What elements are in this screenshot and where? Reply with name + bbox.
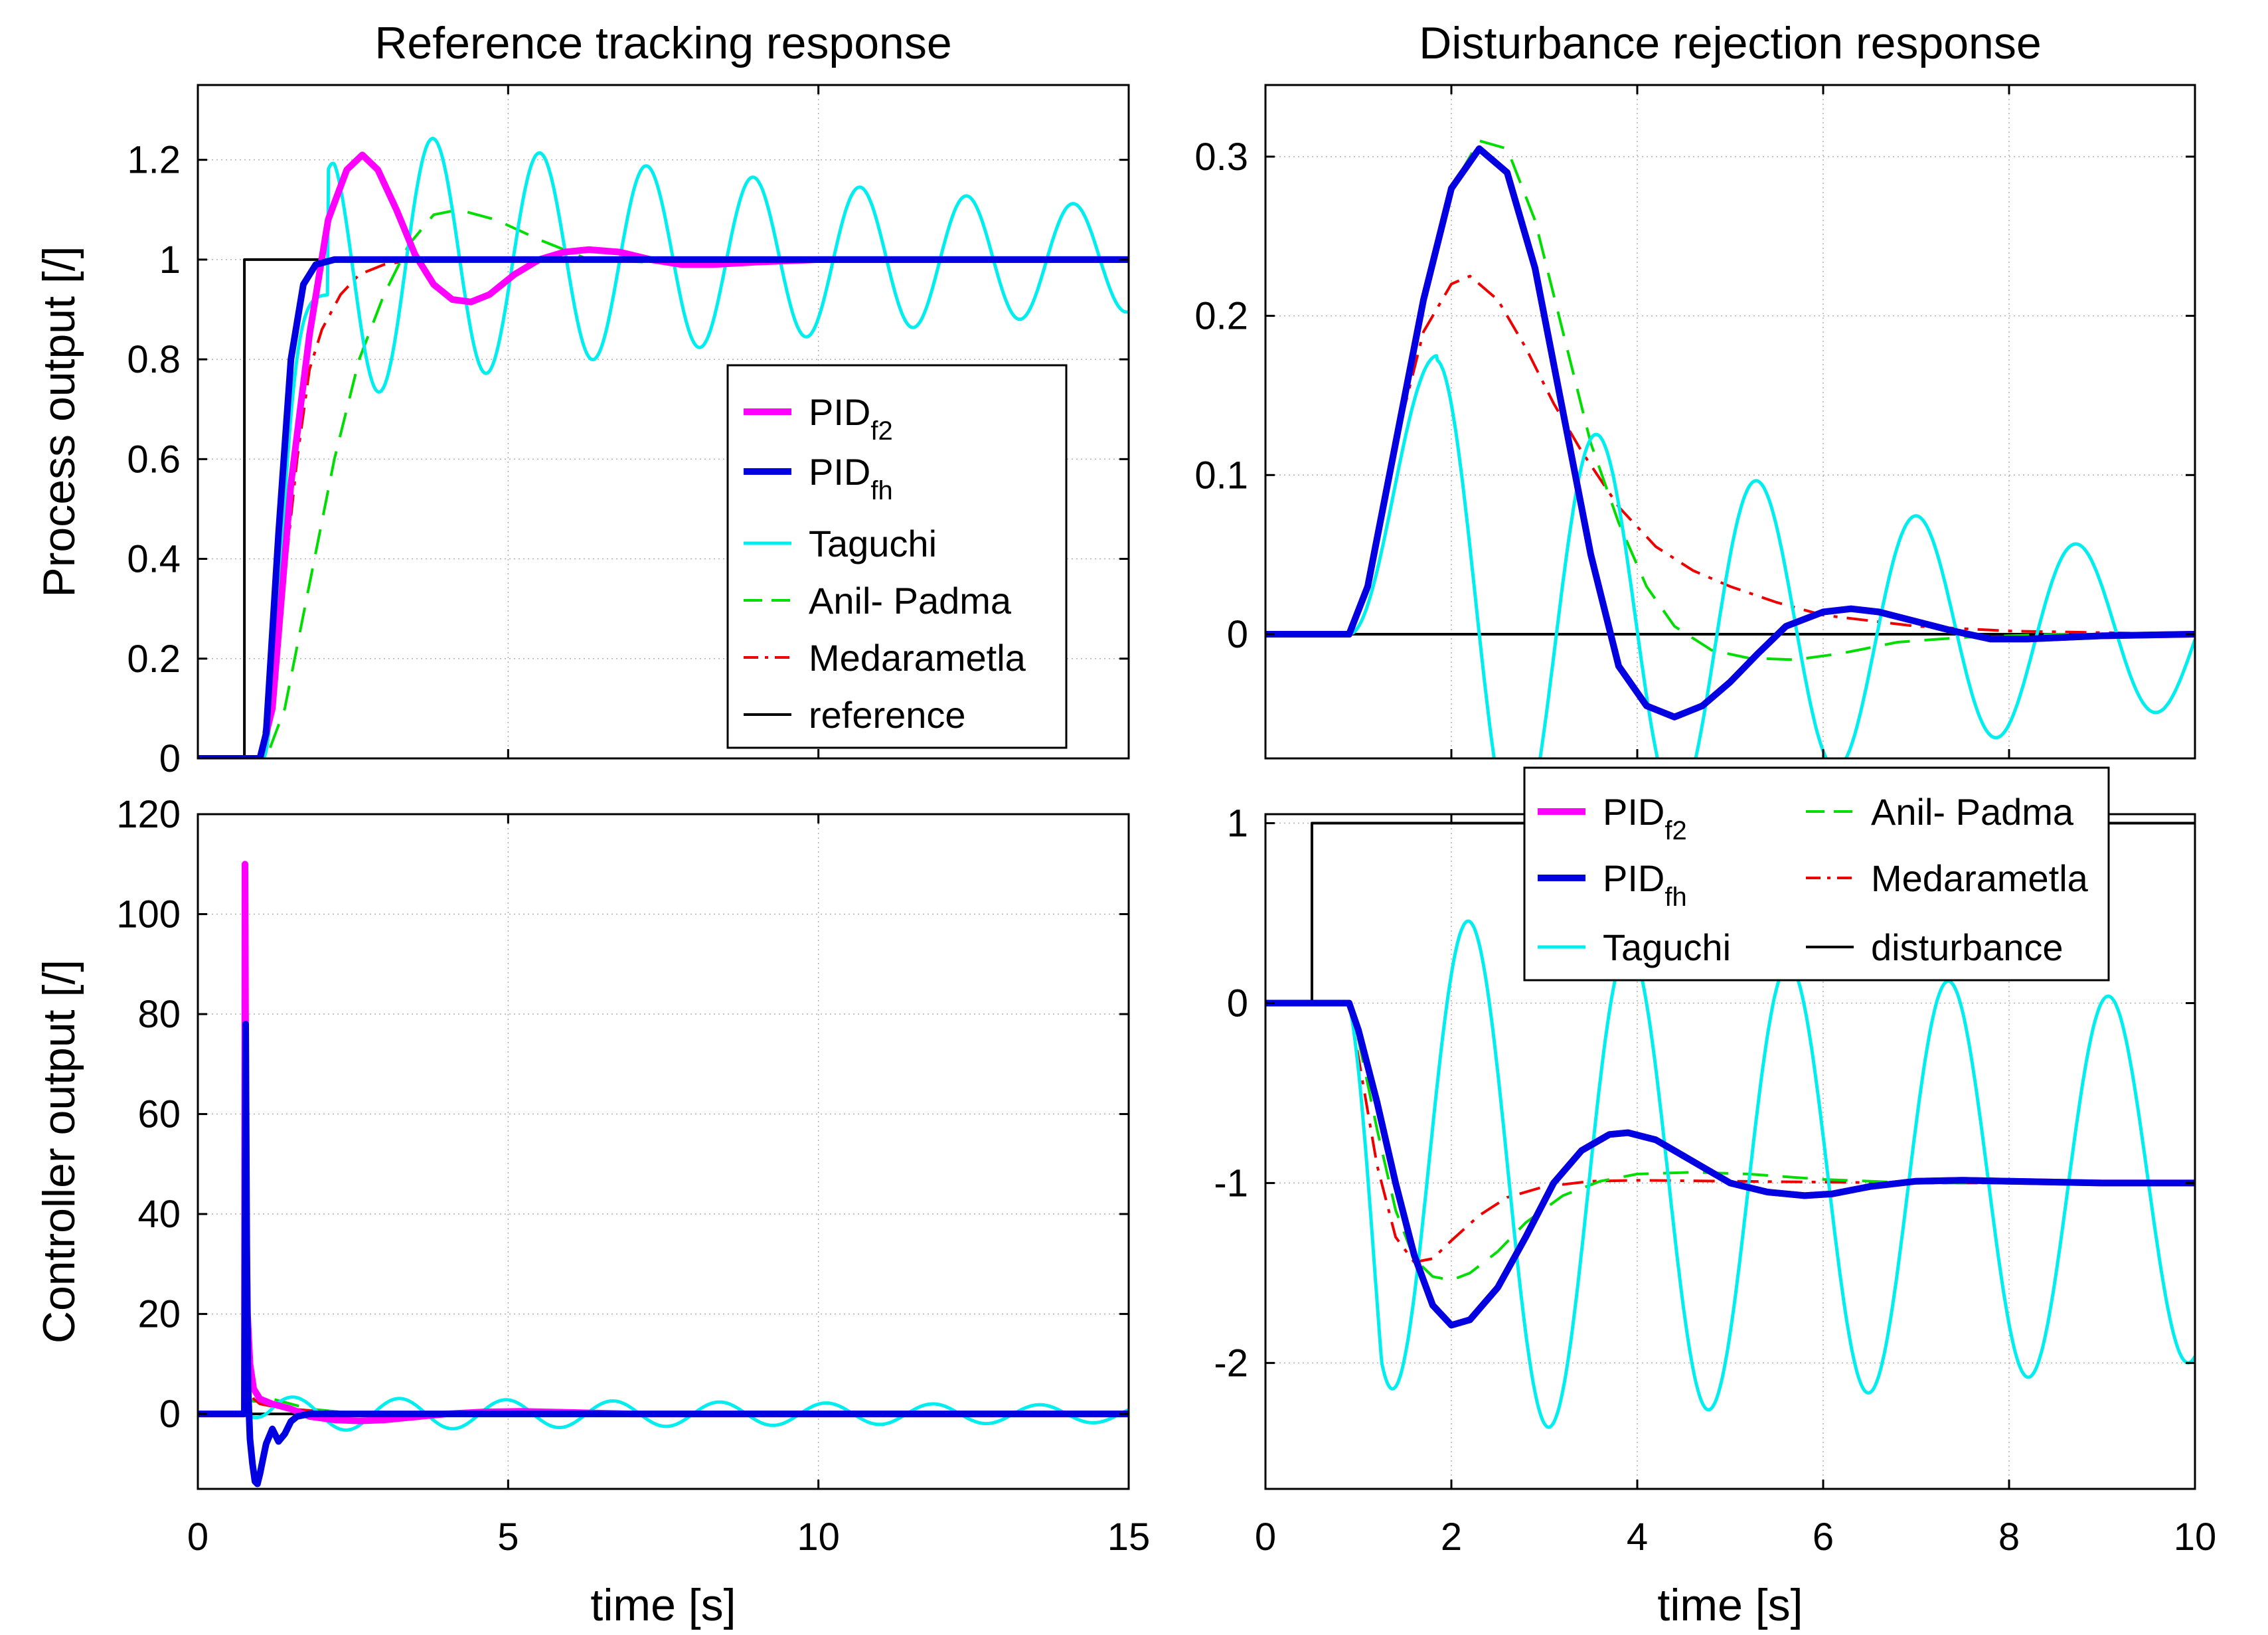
legend-label-Medarametla: Medarametla [1871,857,2089,899]
y-tick-label: 0 [1227,982,1248,1025]
series-PIDfh [1265,999,2195,1329]
y-tick-label: 0 [159,737,181,780]
y-tick-label: 1 [159,238,181,282]
x-axis-label: time [s] [590,1580,736,1630]
y-tick-label: 0.8 [127,338,181,381]
y-tick-label: 0.6 [127,438,181,481]
legend-box [726,364,1068,749]
x-tick-label: 5 [497,1515,519,1559]
axes-frame [197,813,1130,1490]
legend-label-reference: reference [809,694,966,736]
axes-frame [197,84,1130,760]
legend-label-AnilPadma: Anil- Padma [809,580,1012,622]
legend-label-Taguchi: Taguchi [1603,926,1731,968]
y-tick-label: 1.2 [127,139,181,182]
series-Medarametla [198,1362,1129,1416]
y-tick-label: 0.3 [1194,135,1248,179]
chart-ref_u: 0 5 10 15 0 20 40 60 80 100 120 time [s] Controller … [34,793,1150,1630]
series-AnilPadma [1265,1001,2195,1282]
series-Taguchi [1265,919,2195,1429]
x-tick-label: 0 [1255,1515,1276,1559]
series-Taguchi [198,137,1129,758]
axes-frame [1264,84,2196,760]
x-axis-label: time [s] [1657,1580,1803,1630]
x-tick-label: 4 [1627,1515,1648,1559]
y-tick-label: 100 [116,893,181,936]
x-tick-label: 10 [2174,1515,2217,1559]
legend-label-Medarametla: Medarametla [809,637,1026,679]
legend-label-Taguchi: Taguchi [809,523,937,564]
y-tick-label: -2 [1214,1341,1248,1385]
series-PIDfh [198,1021,1129,1488]
legend-label-disturbance: disturbance [1871,926,2064,968]
y-axis-label: Process output [/] [34,246,84,597]
series-PIDf2 [198,151,1129,758]
legend-sub: fh [870,476,892,505]
chart-dist_y: 0 0.1 0.2 0.3 Disturbance rejection response [1194,18,2196,760]
y-tick-label: 40 [137,1193,181,1236]
y-tick-label: 0.1 [1194,454,1248,497]
y-tick-label: 20 [137,1293,181,1336]
y-tick-label: 0 [159,1393,181,1436]
series-PIDfh [198,256,1129,758]
chart-title: Disturbance rejection response [1419,18,2041,68]
y-tick-label: 0 [1227,613,1248,656]
y-tick-label: 0.2 [1194,295,1248,338]
y-tick-label: 1 [1227,802,1248,845]
series-PIDf2 [198,861,1129,1424]
legend-box [1523,766,2110,982]
y-tick-label: 0.4 [127,538,181,581]
legend-sub: fh [1664,883,1686,912]
chart-ref_y: 0 0.2 0.4 0.6 0.8 1 1.2 Reference tracking resp… [34,18,1130,780]
x-tick-label: 8 [1998,1515,2020,1559]
x-tick-label: 10 [797,1515,840,1559]
y-tick-label: -1 [1214,1162,1248,1205]
chart-title: Reference tracking response [374,18,951,68]
y-tick-label: 60 [137,1093,181,1136]
x-tick-label: 2 [1441,1515,1462,1559]
series-Medarametla [1265,274,2195,636]
y-tick-label: 0.2 [127,638,181,681]
x-tick-label: 15 [1107,1515,1151,1559]
series-Taguchi [198,1262,1129,1432]
legend-sub: f2 [1664,816,1686,845]
legend-sub: f2 [870,416,892,446]
series-Taguchi [1265,354,2195,758]
y-axis-label: Controller output [/] [34,960,84,1343]
legend-label-AnilPadma: Anil- Padma [1871,791,2074,833]
series-Medarametla [1265,1001,2195,1264]
series-AnilPadma [198,1383,1129,1416]
series-AnilPadma [1265,139,2195,661]
y-tick-label: 120 [116,793,181,836]
series-PIDfh [1265,145,2195,721]
x-tick-label: 6 [1813,1515,1834,1559]
x-tick-label: 0 [187,1515,208,1559]
y-tick-label: 80 [137,993,181,1036]
